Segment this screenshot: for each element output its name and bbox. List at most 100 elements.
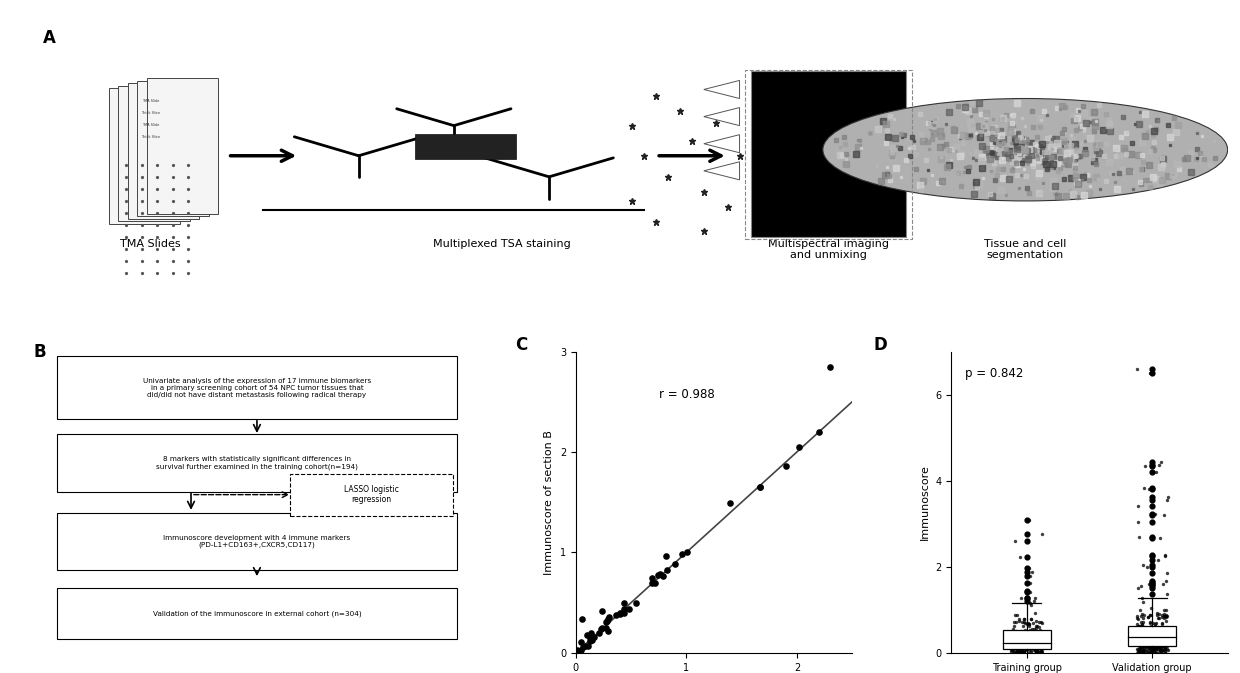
Point [1130,635,1149,646]
Point [1017,571,1037,581]
Point [1135,622,1154,633]
Point [1156,575,1176,586]
Point [1132,634,1152,645]
Point [1145,647,1164,658]
Point [572,614,591,625]
Point [1017,637,1037,648]
Point [1131,631,1151,642]
Point [1003,624,1023,635]
Point [1003,621,1023,631]
Point [1135,641,1154,651]
Point [1128,501,1148,511]
Point [1130,621,1149,631]
Point [1133,627,1153,637]
Point [1025,616,1045,627]
Point [1017,592,1037,603]
Point [1016,625,1035,635]
Point [580,633,600,643]
Point [1002,645,1022,656]
Point [1032,631,1052,641]
Point [1025,608,1045,618]
Point [1009,647,1029,658]
Point [1151,641,1171,651]
Polygon shape [704,135,739,153]
Point [1017,639,1037,649]
Point [1132,620,1152,631]
Text: Tissue and cell
segmentation: Tissue and cell segmentation [985,239,1066,260]
Point [1007,646,1027,657]
Point [1157,639,1177,650]
Bar [128,83,200,219]
Point [1014,634,1034,645]
Point [1142,577,1162,588]
Point [1024,644,1044,655]
Point [1151,637,1171,647]
Point [1153,641,1173,651]
Point [1153,625,1173,635]
Point [1022,642,1042,653]
Bar [1128,626,1176,646]
Point [1127,639,1147,649]
Point [1021,643,1040,653]
Point [570,645,590,656]
Point [1146,640,1166,651]
Point [1141,623,1161,634]
Point [1137,629,1157,639]
Text: C: C [515,336,527,355]
Point [1006,536,1025,546]
Point [1138,611,1158,622]
Point [1142,510,1162,521]
Point [1127,363,1147,374]
Point [1142,602,1162,613]
Point [1011,552,1030,563]
Point [1025,643,1045,653]
Point [1136,634,1156,645]
Point [1143,641,1163,651]
Text: TMA Slide: TMA Slide [141,98,159,102]
Point [1131,645,1151,656]
Point [1143,639,1163,650]
Point [1003,637,1023,647]
Point [1131,632,1151,643]
Point [1011,592,1030,603]
Point [1009,643,1029,653]
Point [1017,577,1037,588]
Point [1002,637,1022,647]
Point [1142,646,1162,657]
Point [642,578,662,589]
Point [1127,631,1147,641]
Point [1142,559,1162,570]
Point [1138,644,1158,655]
Point [1023,618,1043,629]
Point [1141,641,1161,652]
Point [1022,599,1042,610]
Point [1133,629,1153,640]
Point [1028,647,1048,658]
Point [677,547,697,558]
Point [1133,596,1153,607]
Point [1017,528,1037,539]
Point [1158,624,1178,635]
Point [1154,639,1174,649]
Point [1132,631,1152,641]
Point [1133,559,1153,570]
Point [1027,646,1047,657]
Point [1019,620,1039,631]
Point [1023,642,1043,653]
Point [1018,627,1038,638]
Point [1157,568,1177,579]
Point [1032,631,1052,641]
Point [1141,618,1161,629]
Point [808,427,828,438]
Point [1142,588,1162,599]
Point [1142,629,1162,639]
Point [1135,645,1154,656]
Point [1025,621,1045,631]
Point [1128,625,1148,636]
Point [1136,625,1156,636]
Point [1019,645,1039,656]
Point [1142,630,1162,641]
Point [1152,639,1172,650]
Point [1143,635,1163,645]
Point [1007,639,1027,650]
